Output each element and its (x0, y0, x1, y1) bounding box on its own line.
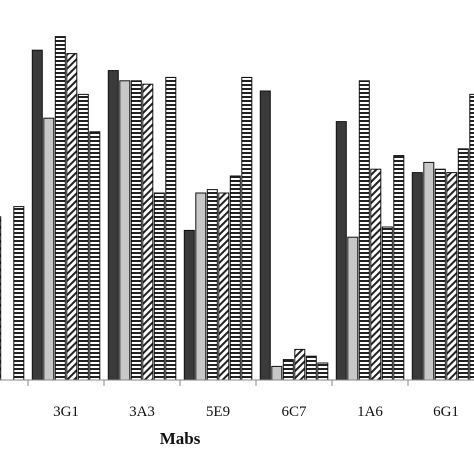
bar-1A6-series-5 (381, 226, 393, 381)
bar-3A3-series-5 (153, 192, 165, 381)
bar-3A3-series-6 (165, 76, 177, 381)
bar-5E9-series-2 (195, 192, 207, 381)
x-tick-label-3A3: 3A3 (129, 404, 155, 420)
bar-3G1-series-3 (54, 36, 66, 381)
bar-3G1-series-4 (66, 53, 78, 381)
bar-5E9-series-6 (241, 76, 253, 381)
bar-3G1-series-6 (89, 131, 101, 381)
bar-6G1-series-6 (469, 93, 474, 381)
bar-1A6-series-6 (393, 155, 405, 381)
bar-6C7-series-3 (282, 359, 294, 381)
bar-5E9-series-4 (218, 192, 230, 381)
bar-6G1-series-5 (457, 148, 469, 381)
bar-3G1-series-1 (31, 49, 43, 381)
bar-3G1-series-2 (43, 117, 55, 381)
bar-1A6-series-4 (370, 168, 382, 381)
bar-6C7-series-1 (259, 90, 271, 381)
bar-6C7-series-5 (305, 355, 317, 381)
x-tick-labels: 3G1 3A3 5E9 6C7 1A6 6G1 (53, 404, 459, 420)
bar-6G1-series-2 (423, 161, 435, 381)
x-tick-label-3G1: 3G1 (53, 404, 79, 420)
bar-3A3-series-1 (107, 70, 119, 381)
bar-partial-series-6 (13, 206, 25, 381)
bar-5E9-series-3 (206, 189, 218, 381)
bar-3G1-series-5 (77, 93, 89, 381)
x-tick-label-1A6: 1A6 (357, 404, 383, 420)
bar-6G1-series-1 (411, 172, 423, 381)
bar-1A6-series-1 (335, 121, 347, 381)
x-tick-label-6G1: 6G1 (433, 404, 459, 420)
x-tick-label-6C7: 6C7 (281, 404, 307, 420)
bar-6C7-series-6 (317, 362, 329, 381)
bar-partial-series-4 (0, 216, 2, 381)
x-axis-title: Mabs (160, 429, 201, 448)
bar-6C7-series-2 (271, 365, 283, 381)
bar-6G1-series-3 (434, 168, 446, 381)
x-axis (0, 379, 474, 386)
bar-3A3-series-2 (119, 80, 131, 381)
bar-3A3-series-4 (142, 83, 154, 381)
bar-3A3-series-3 (130, 80, 142, 381)
bar-5E9-series-1 (183, 229, 195, 381)
bar-1A6-series-2 (347, 236, 359, 381)
bar-5E9-series-5 (229, 175, 241, 381)
bar-6C7-series-4 (294, 348, 306, 381)
bars-group (0, 36, 474, 381)
x-tick-label-5E9: 5E9 (206, 404, 230, 420)
bar-6G1-series-4 (446, 172, 458, 381)
bar-1A6-series-3 (358, 80, 370, 381)
